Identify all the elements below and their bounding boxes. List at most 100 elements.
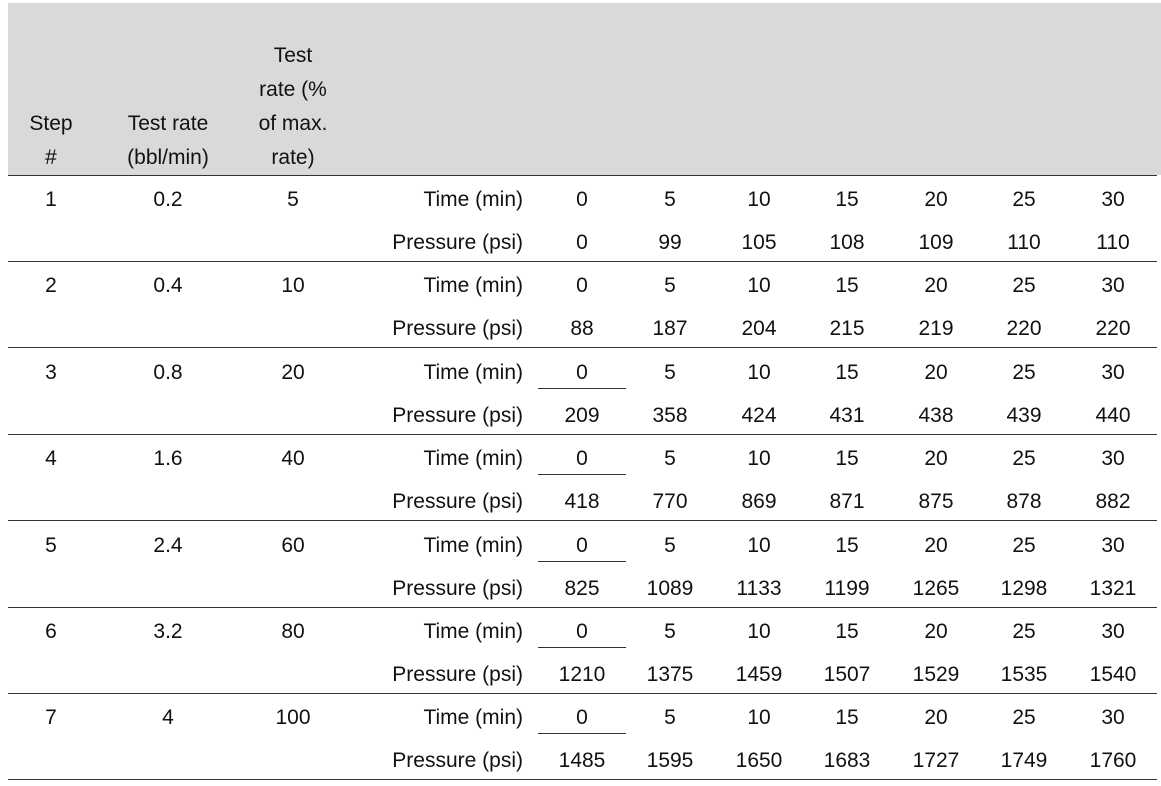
time-cell: 25 (1012, 620, 1036, 643)
pressure-cell: 1321 (1089, 576, 1137, 600)
row-label: Pressure (psi) (392, 663, 523, 686)
header-cell: Test rate (% of max. rate) (258, 44, 328, 169)
time-cell: 30 (1101, 533, 1125, 557)
pressure-cell: 1727 (912, 749, 960, 773)
pressure-cell: 1529 (912, 663, 960, 686)
step-cell: 4 (45, 447, 57, 471)
time-cell: 10 (747, 620, 771, 643)
time-cell: 25 (1012, 188, 1036, 211)
rate-cell: 3.2 (153, 620, 183, 643)
time-cell: 25 (1012, 533, 1036, 557)
pressure-cell: 438 (918, 403, 954, 427)
row-rule (8, 606, 1157, 608)
time-cell: 15 (835, 706, 859, 730)
rate-cell: 1.6 (153, 447, 183, 471)
pressure-cell: 424 (741, 403, 777, 427)
time-cell: 10 (747, 706, 771, 730)
pressure-cell: 1760 (1089, 749, 1137, 773)
row-rule (8, 347, 1157, 349)
time-cell: 0 (576, 274, 588, 298)
pressure-cell: 110 (1096, 231, 1130, 254)
time-cell: 25 (1012, 274, 1036, 298)
cell-underline (538, 560, 626, 562)
header-rule (8, 175, 1157, 176)
time-cell: 15 (835, 360, 859, 384)
pressure-cell: 108 (829, 231, 865, 254)
time-cell: 5 (664, 620, 676, 643)
percent-cell: 80 (281, 620, 305, 643)
step-cell: 3 (45, 360, 57, 384)
rate-cell: 4 (162, 706, 174, 730)
time-cell: 20 (924, 620, 948, 643)
row-label: Time (min) (423, 360, 523, 384)
pressure-cell: 358 (652, 403, 688, 427)
time-cell: 0 (576, 188, 588, 211)
pressure-cell: 219 (918, 317, 954, 341)
pressure-cell: 875 (918, 490, 954, 514)
time-cell: 25 (1012, 706, 1036, 730)
cell-underline (538, 733, 626, 735)
time-cell: 30 (1101, 274, 1125, 298)
step-cell: 6 (45, 620, 57, 643)
pressure-cell: 110 (1007, 231, 1041, 254)
pressure-cell: 220 (1095, 317, 1131, 341)
time-cell: 5 (664, 188, 676, 211)
pressure-cell: 215 (829, 317, 865, 341)
pressure-cell: 99 (658, 231, 682, 254)
step-cell: 1 (45, 188, 57, 211)
time-cell: 20 (924, 533, 948, 557)
time-cell: 30 (1101, 360, 1125, 384)
row-label: Pressure (psi) (392, 231, 523, 254)
time-cell: 5 (664, 447, 676, 471)
time-cell: 20 (924, 274, 948, 298)
time-cell: 5 (664, 706, 676, 730)
time-cell: 15 (835, 274, 859, 298)
step-cell: 2 (45, 274, 57, 298)
cell-underline (538, 474, 626, 476)
percent-cell: 100 (275, 706, 311, 730)
time-cell: 30 (1101, 620, 1125, 643)
pressure-cell: 431 (829, 403, 865, 427)
time-cell: 20 (924, 447, 948, 471)
time-cell: 0 (576, 447, 588, 471)
rate-cell: 2.4 (153, 533, 183, 557)
row-rule (8, 693, 1157, 694)
time-cell: 15 (835, 447, 859, 471)
time-cell: 5 (664, 360, 676, 384)
row-rule (8, 433, 1157, 435)
time-cell: 10 (747, 360, 771, 384)
pressure-cell: 220 (1006, 317, 1042, 341)
pressure-cell: 1683 (823, 749, 871, 773)
time-cell: 25 (1012, 360, 1036, 384)
pressure-cell: 1540 (1089, 663, 1137, 686)
pressure-cell: 0 (576, 231, 588, 254)
pressure-cell: 1535 (1000, 663, 1048, 686)
row-rule (8, 261, 1157, 262)
pressure-cell: 1507 (823, 663, 871, 686)
row-label: Time (min) (423, 447, 523, 471)
header-background (8, 3, 1161, 175)
pressure-cell: 1485 (558, 749, 606, 773)
row-label: Time (min) (423, 274, 523, 298)
percent-cell: 60 (281, 533, 305, 557)
time-cell: 10 (747, 447, 771, 471)
time-cell: 0 (576, 706, 588, 730)
pressure-cell: 1650 (735, 749, 783, 773)
cell-underline (538, 387, 626, 389)
row-label: Time (min) (423, 533, 523, 557)
pressure-cell: 1199 (824, 576, 870, 600)
header-cell: Test rate (bbl/min) (127, 112, 209, 169)
pressure-cell: 418 (564, 490, 600, 514)
time-cell: 25 (1012, 447, 1036, 471)
time-cell: 10 (747, 533, 771, 557)
time-cell: 10 (747, 274, 771, 298)
pressure-cell: 204 (741, 317, 777, 341)
pressure-cell: 1298 (1000, 576, 1048, 600)
cell-underline (538, 647, 626, 648)
percent-cell: 5 (287, 188, 299, 211)
header-cell: Step # (29, 112, 73, 169)
time-cell: 20 (924, 188, 948, 211)
pressure-cell: 1089 (646, 576, 694, 600)
pressure-cell: 187 (652, 317, 688, 341)
row-label: Time (min) (423, 706, 523, 730)
